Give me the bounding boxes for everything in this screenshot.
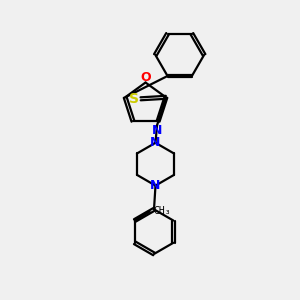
Text: N: N	[150, 179, 161, 192]
Text: N: N	[150, 136, 161, 149]
Text: N: N	[152, 124, 162, 136]
Text: CH₃: CH₃	[153, 206, 171, 216]
Text: O: O	[140, 71, 151, 84]
Text: S: S	[129, 92, 139, 106]
